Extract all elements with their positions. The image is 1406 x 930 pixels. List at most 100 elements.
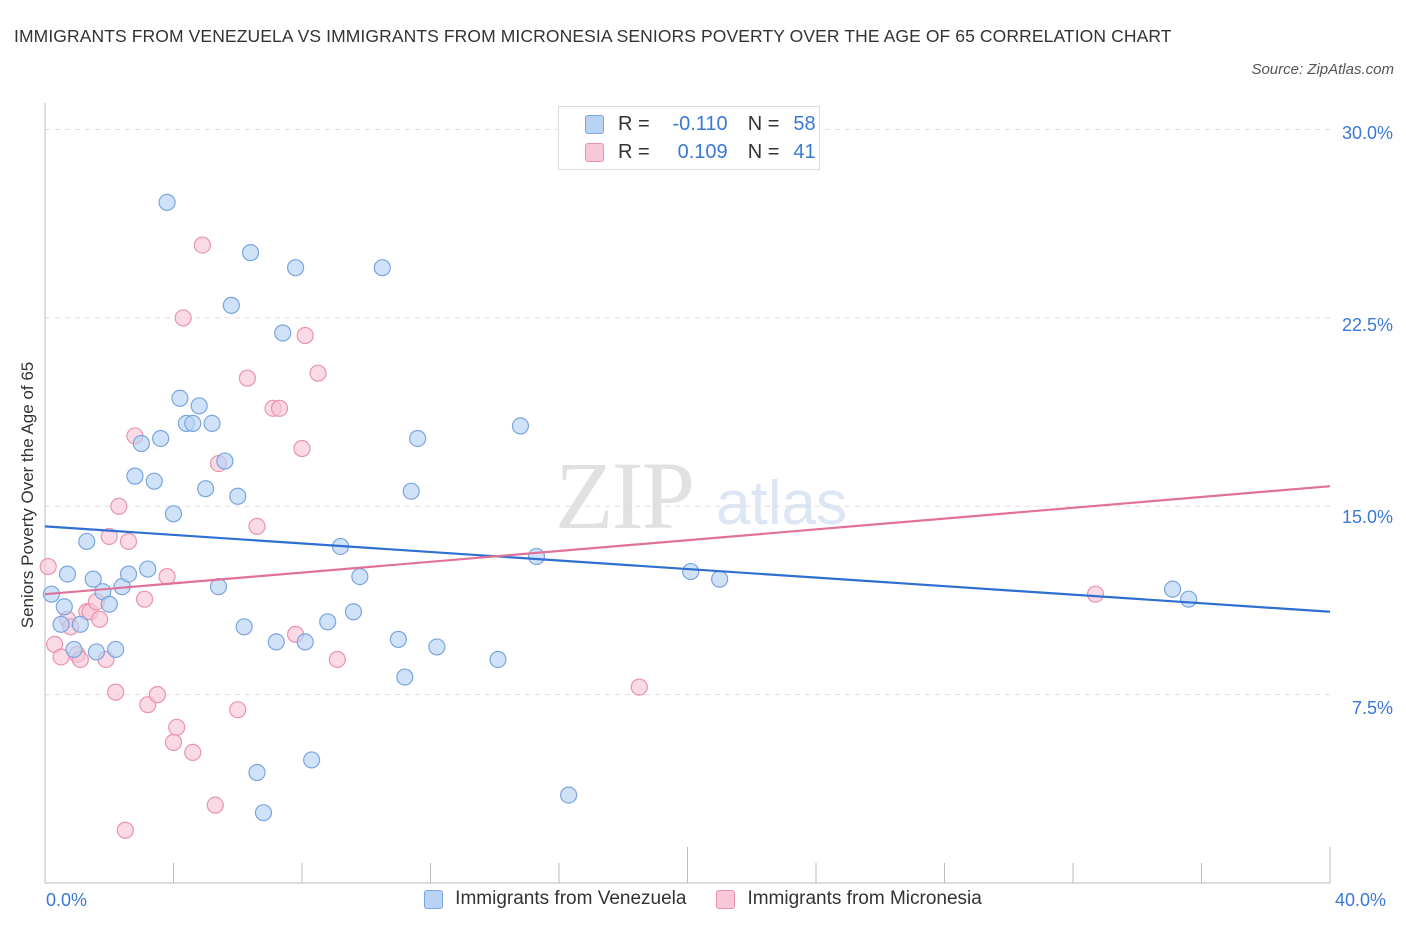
venezuela-point <box>286 259 305 277</box>
venezuela-point <box>682 562 700 581</box>
micronesia-point <box>174 309 192 327</box>
venezuela-point <box>527 547 546 566</box>
venezuela-point <box>1180 590 1198 608</box>
atlas-watermark: atlas <box>716 469 847 538</box>
venezuela-point <box>100 595 118 613</box>
legend-row-micronesia: R = 0.109 N = 41 <box>585 139 816 165</box>
venezuela-point <box>303 751 321 769</box>
micronesia-point <box>296 326 314 345</box>
venezuela-point <box>242 244 260 262</box>
venezuela-point <box>409 429 427 448</box>
venezuela-point <box>152 429 170 448</box>
venezuela-point <box>274 324 292 342</box>
y-tick-7-5: 7.5% <box>1351 698 1393 718</box>
grid-lines <box>45 129 1330 696</box>
venezuela-point <box>87 643 106 661</box>
venezuela-point <box>119 565 138 583</box>
venezuela-point <box>58 565 77 583</box>
r-value: 0.109 <box>677 140 728 163</box>
venezuela-point <box>319 613 337 631</box>
venezuela-point <box>216 452 234 470</box>
venezuela-point <box>197 480 215 498</box>
venezuela-point <box>389 630 407 648</box>
chart-title: IMMIGRANTS FROM VENEZUELA VS IMMIGRANTS … <box>14 26 1172 46</box>
micronesia-point <box>1086 585 1105 603</box>
micronesia-point <box>39 557 57 576</box>
micronesia-point <box>293 439 311 458</box>
venezuela-point <box>254 804 273 822</box>
micronesia-point <box>328 650 346 669</box>
micronesia-point <box>119 532 138 551</box>
x-tick-min: 0.0% <box>46 890 88 910</box>
legend-label-micronesia: Immigrants from Micronesia <box>747 888 982 909</box>
venezuela-point <box>71 615 89 633</box>
venezuela-point <box>344 603 362 621</box>
venezuela-point <box>132 434 150 453</box>
micronesia-point <box>135 590 154 608</box>
zip-watermark: ZIP <box>555 442 695 549</box>
venezuela-point <box>203 414 221 432</box>
micronesia-point <box>91 610 109 628</box>
micronesia-point <box>270 399 289 417</box>
venezuela-point <box>560 786 578 804</box>
y-tick-22-5: 22.5% <box>1341 315 1393 335</box>
micronesia-point <box>110 497 128 515</box>
n-label: N = <box>747 112 780 135</box>
venezuela-point <box>52 615 70 633</box>
venezuela-points <box>42 193 1198 822</box>
source-label: Source: ZipAtlas.com <box>1251 61 1394 78</box>
blue-swatch <box>424 889 444 909</box>
venezuela-point <box>711 570 729 588</box>
correlation-legend: R = -0.110 N = 58 R = 0.109 N = 41 <box>558 106 820 170</box>
axes <box>44 103 1331 884</box>
venezuela-point <box>145 472 163 490</box>
x-tick-max: 40.0% <box>1335 890 1387 910</box>
legend-item-micronesia: Immigrants from Micronesia <box>716 888 982 910</box>
micronesia-point <box>116 821 134 839</box>
micronesia-point <box>184 743 202 762</box>
r-value: -0.110 <box>672 112 728 135</box>
r-label: R = <box>618 112 650 135</box>
venezuela-point <box>1163 580 1182 598</box>
micronesia-point <box>193 236 212 254</box>
y-tick-15: 15.0% <box>1341 507 1393 527</box>
venezuela-point <box>248 763 266 782</box>
venezuela-point <box>65 640 83 659</box>
pink-swatch <box>585 142 604 162</box>
n-label: N = <box>747 140 780 163</box>
venezuela-point <box>139 560 157 578</box>
micronesia-point <box>309 364 327 382</box>
legend-item-venezuela: Immigrants from Venezuela <box>424 888 686 910</box>
venezuela-point <box>296 633 314 651</box>
micronesia-point <box>158 567 176 586</box>
venezuela-point <box>184 414 202 432</box>
venezuela-point <box>396 668 414 686</box>
series-legend: Immigrants from Venezuela Immigrants fro… <box>0 888 1406 910</box>
micronesia-point <box>248 517 266 535</box>
venezuela-point <box>235 618 253 636</box>
micronesia-point <box>238 369 256 387</box>
venezuela-point <box>107 640 125 659</box>
venezuela-point <box>428 638 446 656</box>
micronesia-point <box>164 733 183 751</box>
micronesia-point <box>206 796 224 814</box>
venezuela-point <box>126 467 144 485</box>
venezuela-point <box>402 482 420 500</box>
venezuela-point <box>171 389 189 407</box>
venezuela-point <box>158 193 176 211</box>
venezuela-point <box>351 567 369 586</box>
y-axis-label: Seniors Poverty Over the Age of 65 <box>18 361 37 629</box>
venezuela-point <box>489 650 507 669</box>
micronesia-point <box>148 686 167 704</box>
micronesia-point <box>630 678 648 696</box>
micronesia-point <box>168 718 186 736</box>
legend-label-venezuela: Immigrants from Venezuela <box>455 888 687 909</box>
venezuela-trend-line <box>44 525 1331 613</box>
venezuela-point <box>84 570 102 588</box>
venezuela-point <box>222 296 240 314</box>
pink-swatch <box>716 889 736 909</box>
venezuela-point <box>164 505 183 523</box>
micronesia-point <box>100 527 118 546</box>
y-tick-30: 30.0% <box>1341 123 1393 143</box>
